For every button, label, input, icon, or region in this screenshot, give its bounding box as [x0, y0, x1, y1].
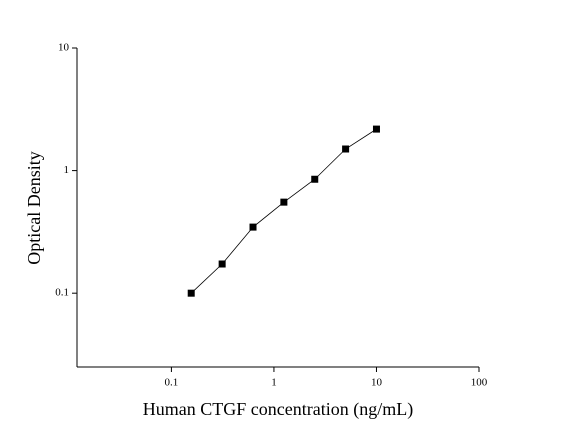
y-tick-label: 0.1: [55, 287, 69, 299]
x-tick-label: 10: [371, 377, 383, 389]
x-axis-label: Human CTGF concentration (ng/mL): [143, 399, 413, 420]
data-point: [218, 260, 226, 268]
data-point: [342, 145, 350, 153]
data-point: [372, 125, 380, 133]
x-tick-label: 0.1: [165, 377, 179, 389]
data-point: [311, 175, 319, 183]
x-tick-label: 100: [471, 377, 488, 389]
y-tick-label: 10: [58, 42, 70, 54]
data-point: [249, 223, 257, 231]
y-tick-label: 1: [64, 164, 70, 176]
data-point: [187, 289, 195, 297]
y-axis-label: Optical Density: [24, 151, 44, 264]
x-tick-label: 1: [271, 377, 277, 389]
data-point: [280, 198, 288, 206]
fit-line: [190, 128, 377, 294]
